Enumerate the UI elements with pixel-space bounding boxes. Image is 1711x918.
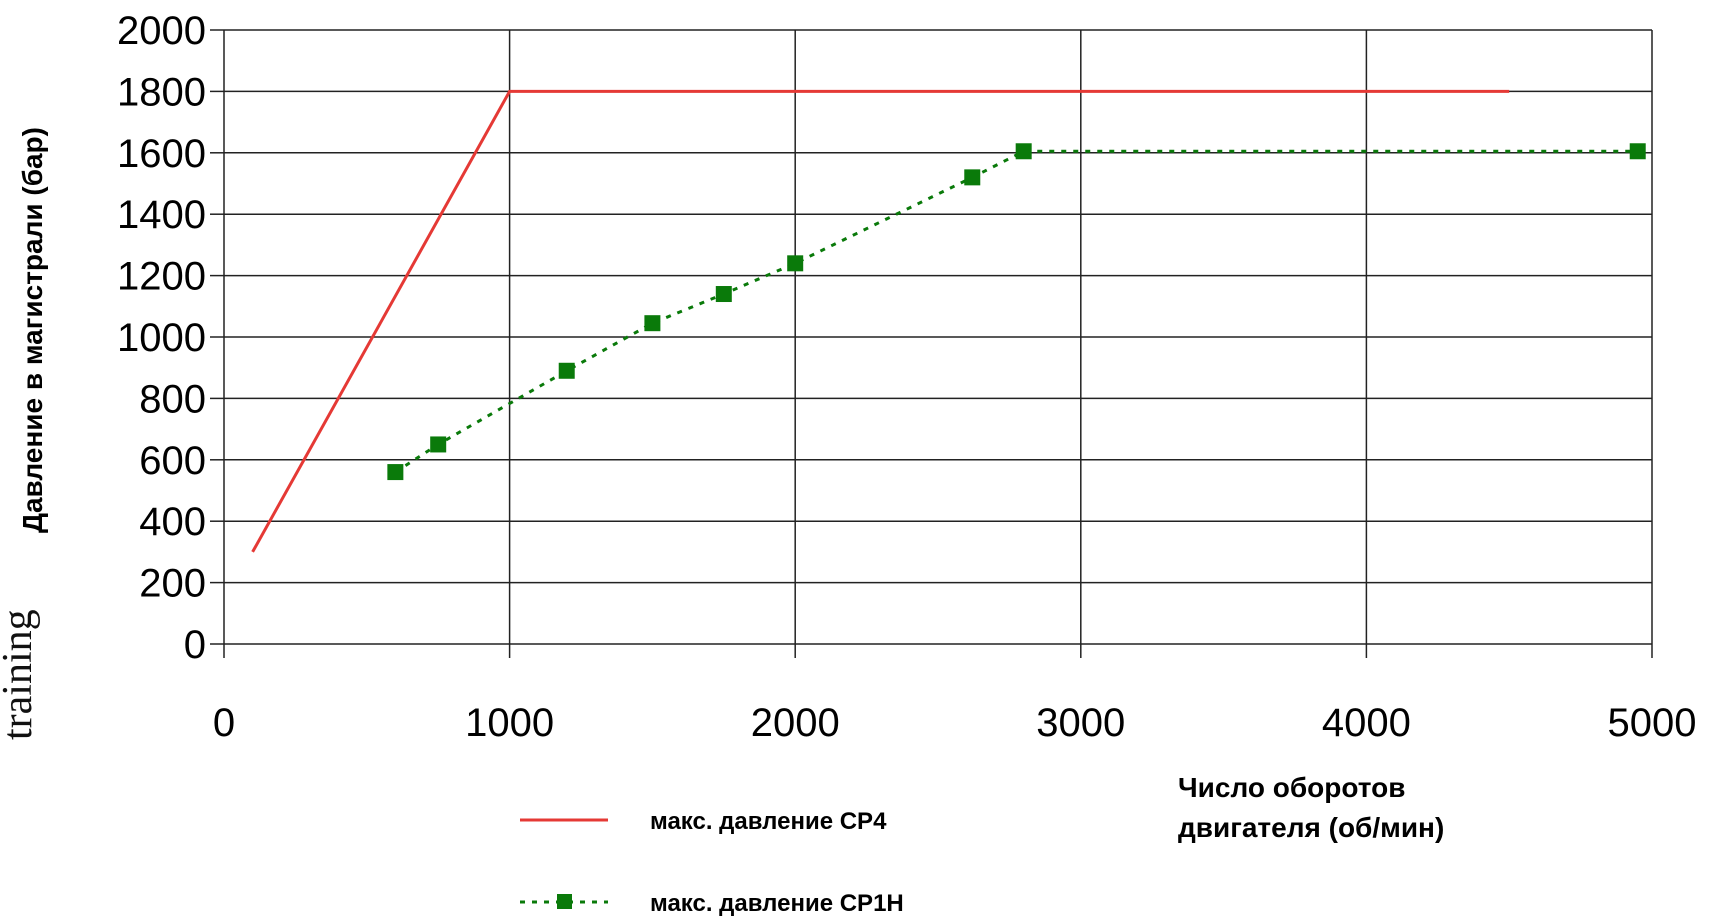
data-point <box>430 436 447 453</box>
x-axis-label-line2: двигателя (об/мин) <box>1178 812 1445 843</box>
legend-label-cp4: макс. давление СР4 <box>650 808 887 835</box>
x-tick-label: 5000 <box>1608 701 1697 745</box>
data-point <box>964 169 981 186</box>
data-point <box>715 286 732 303</box>
x-axis-label-line1: Число оборотов <box>1178 772 1406 803</box>
series-line <box>251 89 1510 553</box>
x-tick-label: 3000 <box>1036 701 1125 745</box>
series-cp1h <box>387 143 1646 481</box>
x-tick-label: 1000 <box>465 701 554 745</box>
y-tick-label: 600 <box>139 439 206 483</box>
x-axis-label: Число оборотов двигателя (об/мин) <box>1178 768 1444 848</box>
watermark: training <box>0 609 41 740</box>
y-tick-labels: 0 200 400 600 800 1000 1200 1400 1600 1800 2000 <box>117 9 206 667</box>
data-point <box>387 464 404 481</box>
y-tick-label: 2000 <box>117 9 206 53</box>
x-tick-label: 4000 <box>1322 701 1411 745</box>
legend-swatch-cp1h <box>520 894 608 909</box>
series-cp4 <box>251 89 1510 553</box>
series-line <box>394 149 1638 474</box>
y-tick-label: 0 <box>184 623 206 667</box>
legend-label-cp1h: макс. давление СР1Н <box>650 890 904 917</box>
y-tick-label: 1400 <box>117 193 206 237</box>
y-tick-label: 800 <box>139 377 206 421</box>
x-tick-labels: 0 1000 2000 3000 4000 5000 <box>213 701 1697 745</box>
data-point <box>1015 143 1032 160</box>
legend-swatch-cp4 <box>520 818 608 822</box>
x-tick-label: 2000 <box>751 701 840 745</box>
data-point <box>558 362 575 379</box>
grid-lines <box>224 29 1653 645</box>
y-axis-label: Давление в магистрали (бар) <box>17 127 48 533</box>
y-tick-label: 1200 <box>117 255 206 299</box>
y-tick-label: 1800 <box>117 70 206 114</box>
series-layer <box>251 89 1646 553</box>
x-tick-label: 0 <box>213 701 235 745</box>
y-tick-label: 200 <box>139 562 206 606</box>
y-tick-label: 1600 <box>117 132 206 176</box>
data-point <box>1629 143 1646 160</box>
axes <box>210 29 1653 658</box>
data-point <box>787 255 804 272</box>
data-point <box>644 315 661 332</box>
y-tick-label: 400 <box>139 500 206 544</box>
y-tick-label: 1000 <box>117 316 206 360</box>
